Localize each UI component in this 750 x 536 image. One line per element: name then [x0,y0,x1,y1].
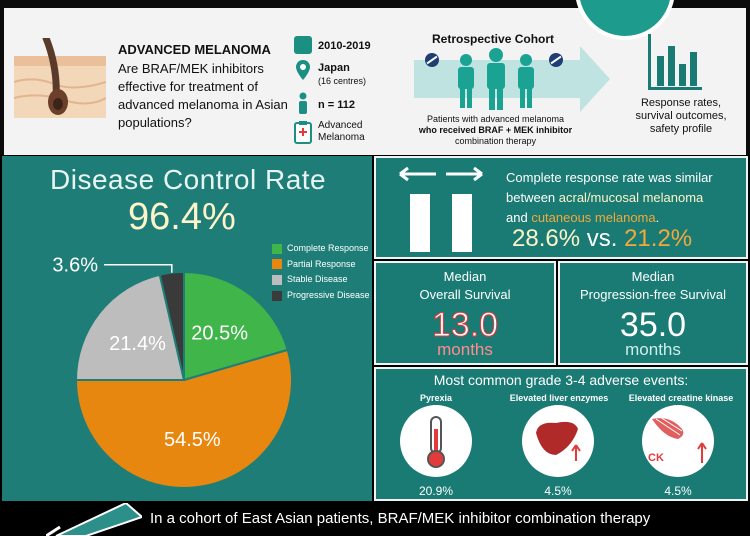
outcomes-3: safety profile [649,123,713,135]
legend-item-stable-disease: Stable Disease [272,274,370,285]
cohort-arrow-people-icon [414,46,610,112]
slice-progressive-disease [158,270,185,381]
legend-label: Stable Disease [287,274,348,285]
pfs-title-2: Progression-free Survival [580,287,726,302]
ae-title: Most common grade 3-4 adverse events: [433,372,689,388]
pie-legend: Complete Response Partial Response Stabl… [272,243,370,301]
ae-label-pyrexia: Pyrexia [419,393,453,403]
ae-label-liver: Elevated liver enzymes [509,393,609,403]
legend-swatch [272,259,282,270]
pie-label-partial-response: 54.5% [164,429,221,451]
cr-cutaneous: cutaneous melanoma [531,210,656,225]
study-location: Japan [318,62,350,74]
study-centres: (16 centres) [318,76,367,86]
cr-value-b: 21.2% [624,225,693,252]
cohort-desc-1: Patients with advanced melanoma [426,114,565,124]
cr-vs: vs. [580,225,625,252]
pfs-title-1: Median [631,269,675,284]
legend-swatch [272,243,282,254]
outcomes-2: survival outcomes, [635,110,727,122]
cr-line-3a: and [506,210,532,225]
ae-label-ck: Elevated creatine kinase [628,393,734,403]
outcomes-1: Response rates, [640,97,722,109]
legend-swatch [272,274,282,285]
thermometer-icon [400,405,472,477]
study-period: 2010-2019 [318,40,371,52]
os-value: 13.0 [431,306,499,345]
cohort-desc-3: combination therapy [454,136,537,146]
pie-label-stable-disease: 21.4% [109,333,166,355]
legend-label: Partial Response [287,258,356,269]
person-icon [299,92,307,114]
disease-line-1: Advanced [318,120,363,131]
cohort-desc-2: who received BRAF + MEK inhibitor [418,125,573,135]
cohort-title: Retrospective Cohort [432,32,555,46]
pie-label-progressive-disease: 3.6% [52,255,98,277]
os-unit: months [437,340,493,359]
cr-line-2a: between [506,190,559,205]
clipboard-icon [294,121,312,144]
muscle-icon [642,405,714,477]
ae-value-pyrexia: 20.9% [418,484,454,498]
calendar-icon [294,36,312,54]
overall-survival-panel [374,261,556,365]
legend-item-progressive-disease: Progressive Disease [272,290,370,301]
dcr-title: Disease Control Rate [50,164,327,195]
legend-item-complete-response: Complete Response [272,243,370,254]
cr-line-3c: . [655,210,660,225]
study-title: ADVANCED MELANOMA [118,42,271,57]
complete-response-panel [374,156,748,259]
legend-swatch [272,290,282,301]
cr-acral-mucosal: acral/mucosal melanoma [558,190,704,205]
skin-hair-icon [14,38,106,118]
conclusion-text: In a cohort of East Asian patients, BRAF… [150,510,651,527]
slice-stable-disease [74,273,186,381]
comparison-arrows-icon [399,166,483,252]
study-sample-size: n = 112 [318,99,356,111]
os-title-2: Overall Survival [419,287,511,302]
cr-value-a: 28.6% [512,225,581,252]
pfs-value: 35.0 [619,306,687,344]
liver-icon [522,405,594,477]
pfs-panel [558,261,748,365]
disease-line-2: Melanoma [318,132,365,143]
cr-line-1: Complete response rate was similar [506,170,713,185]
pie-leader-line [104,263,173,273]
ck-badge: CK [648,452,664,464]
response-pie-chart: 20.5% 54.5% 21.4% 3.6% [52,255,293,489]
slice-partial-response [74,348,293,489]
location-pin-icon [296,60,310,80]
pen-icon [46,503,142,536]
legend-item-partial-response: Partial Response [272,259,370,270]
ae-value-liver: 4.5% [544,484,572,498]
dcr-value: 96.4% [128,196,236,238]
ae-value-ck: 4.5% [664,484,692,498]
pie-label-complete-response: 20.5% [191,322,248,344]
legend-label: Complete Response [287,243,369,253]
bar-chart-icon [648,34,702,90]
study-question: Are BRAF/MEK inhibitors effective for tr… [118,61,288,130]
slice-complete-response [183,270,289,382]
os-title-1: Median [443,269,487,284]
pfs-unit: months [625,340,681,359]
legend-label: Progressive Disease [287,289,370,300]
